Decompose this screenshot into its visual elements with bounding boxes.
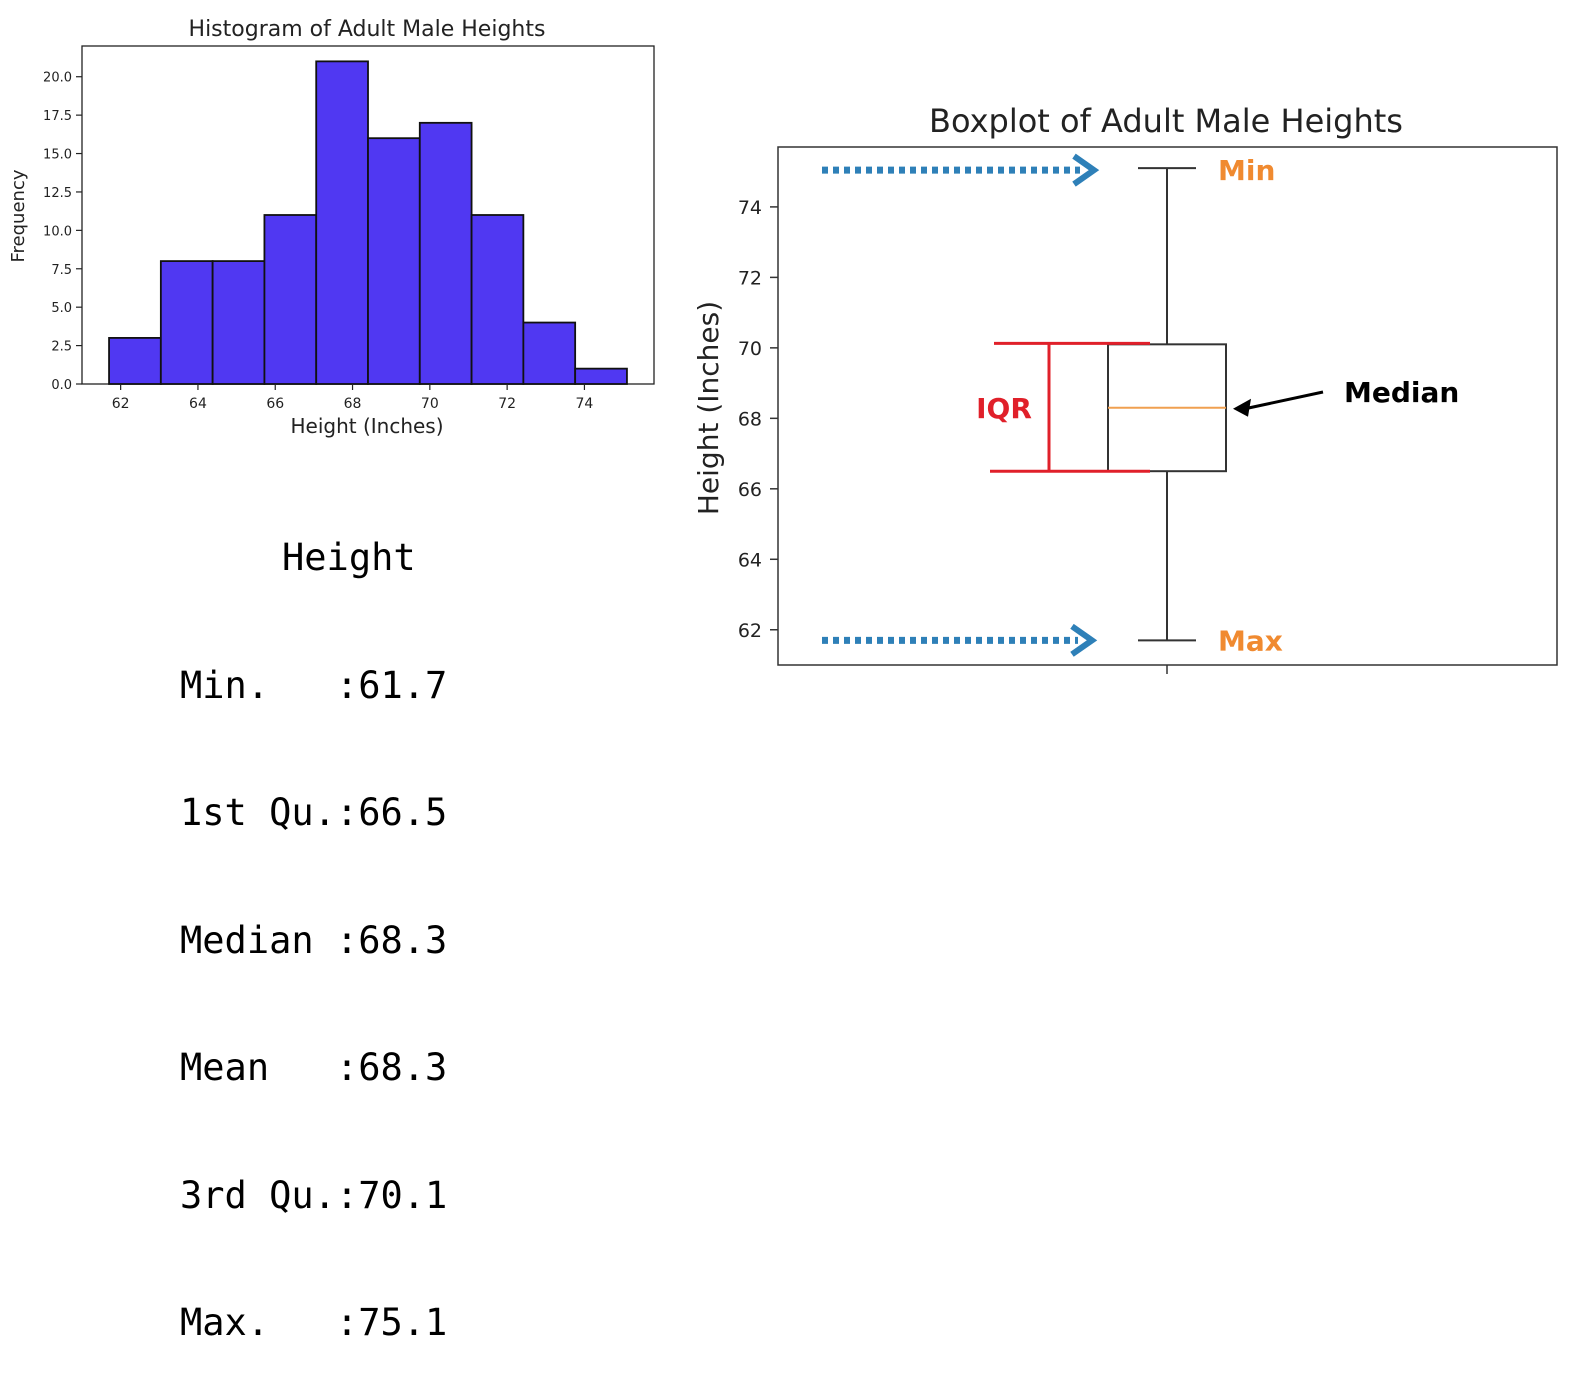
histogram-x-axis-label: Height (Inches) bbox=[290, 414, 443, 438]
boxplot-y-axis-label: Height (Inches) bbox=[692, 301, 725, 515]
boxplot-y-tick-label: 66 bbox=[738, 479, 762, 501]
histogram-x-tick-label: 74 bbox=[576, 396, 594, 412]
histogram-bar bbox=[522, 321, 577, 385]
histogram-x-tick-label: 68 bbox=[344, 396, 362, 412]
histogram-bars bbox=[108, 60, 628, 385]
boxplot-title: Boxplot of Adult Male Heights bbox=[929, 102, 1403, 140]
histogram-bar bbox=[574, 367, 628, 385]
boxplot-y-tick-label: 64 bbox=[738, 549, 762, 571]
histogram-x-tick-label: 72 bbox=[498, 396, 516, 412]
histogram-y-tick-label: 0.0 bbox=[51, 378, 72, 393]
median-label: Median bbox=[1344, 376, 1459, 409]
boxplot-y-tick-label: 70 bbox=[738, 338, 762, 360]
histogram-bar bbox=[263, 214, 318, 385]
boxplot-chart: Boxplot of Adult Male Heights 62 64 66 68 70… bbox=[692, 102, 1558, 674]
boxplot-y-tick-label: 68 bbox=[738, 408, 762, 430]
summary-row-q1: 1st Qu.:66.5 bbox=[180, 791, 448, 834]
histogram-y-tick-label: 12.5 bbox=[43, 186, 72, 201]
histogram-bar bbox=[470, 214, 525, 385]
histogram-chart: Histogram of Adult Male Heights 62 64 66 68… bbox=[8, 17, 655, 438]
histogram-y-axis-label: Frequency bbox=[8, 169, 29, 262]
histogram-y-tick-label: 2.5 bbox=[51, 340, 72, 355]
histogram-x-tick-label: 70 bbox=[421, 396, 439, 412]
histogram-x-tick-label: 62 bbox=[112, 396, 130, 412]
bottom-arrow-head bbox=[1070, 623, 1098, 657]
histogram-x-tick-label: 66 bbox=[266, 396, 284, 412]
top-arrow-head bbox=[1072, 153, 1100, 187]
summary-header: Height bbox=[282, 536, 416, 579]
summary-row-max: Max. :75.1 bbox=[180, 1301, 448, 1344]
boxplot-marks bbox=[1107, 167, 1227, 642]
histogram-bar bbox=[211, 260, 266, 385]
top-extreme-label: Min bbox=[1218, 154, 1275, 187]
median-arrow-line bbox=[1244, 390, 1324, 411]
histogram-y-tick-label: 5.0 bbox=[51, 301, 72, 316]
histogram-y-tick-label: 17.5 bbox=[43, 109, 72, 124]
boxplot-y-tick-label: 74 bbox=[738, 197, 762, 219]
histogram-bar bbox=[159, 260, 214, 385]
median-arrow-head bbox=[1233, 398, 1251, 417]
histogram-y-ticks: 0.0 2.5 5.0 7.5 10.0 12.5 15.0 17.5 20.0 bbox=[43, 71, 82, 393]
histogram-y-tick-label: 20.0 bbox=[43, 71, 72, 86]
histogram-y-tick-label: 15.0 bbox=[43, 148, 72, 163]
bottom-extreme-label: Max bbox=[1218, 624, 1283, 657]
iqr-label: IQR bbox=[976, 392, 1032, 425]
boxplot-y-ticks: 62 64 66 68 70 72 74 bbox=[738, 197, 778, 642]
histogram-bar bbox=[367, 137, 421, 385]
histogram-bar bbox=[108, 337, 162, 385]
histogram-x-ticks: 62 64 66 68 70 72 74 bbox=[112, 384, 594, 412]
histogram-x-tick-label: 64 bbox=[189, 396, 207, 412]
histogram-bar bbox=[418, 121, 473, 385]
histogram-bar bbox=[315, 60, 369, 385]
histogram-y-tick-label: 7.5 bbox=[51, 263, 72, 278]
summary-row-q3: 3rd Qu.:70.1 bbox=[180, 1173, 448, 1217]
boxplot-annotations: IQR Median Min Max bbox=[822, 153, 1459, 657]
boxplot-y-tick-label: 72 bbox=[738, 267, 762, 289]
summary-statistics: Height Min. :61.7 1st Qu.:66.5 Median :6… bbox=[180, 452, 447, 1387]
histogram-title: Histogram of Adult Male Heights bbox=[189, 17, 546, 42]
summary-row-mean: Mean :68.3 bbox=[180, 1046, 448, 1089]
summary-row-min: Min. :61.7 bbox=[180, 663, 448, 707]
boxplot-y-tick-label: 62 bbox=[738, 620, 762, 642]
histogram-y-tick-label: 10.0 bbox=[43, 224, 72, 239]
summary-row-median: Median :68.3 bbox=[180, 918, 448, 962]
